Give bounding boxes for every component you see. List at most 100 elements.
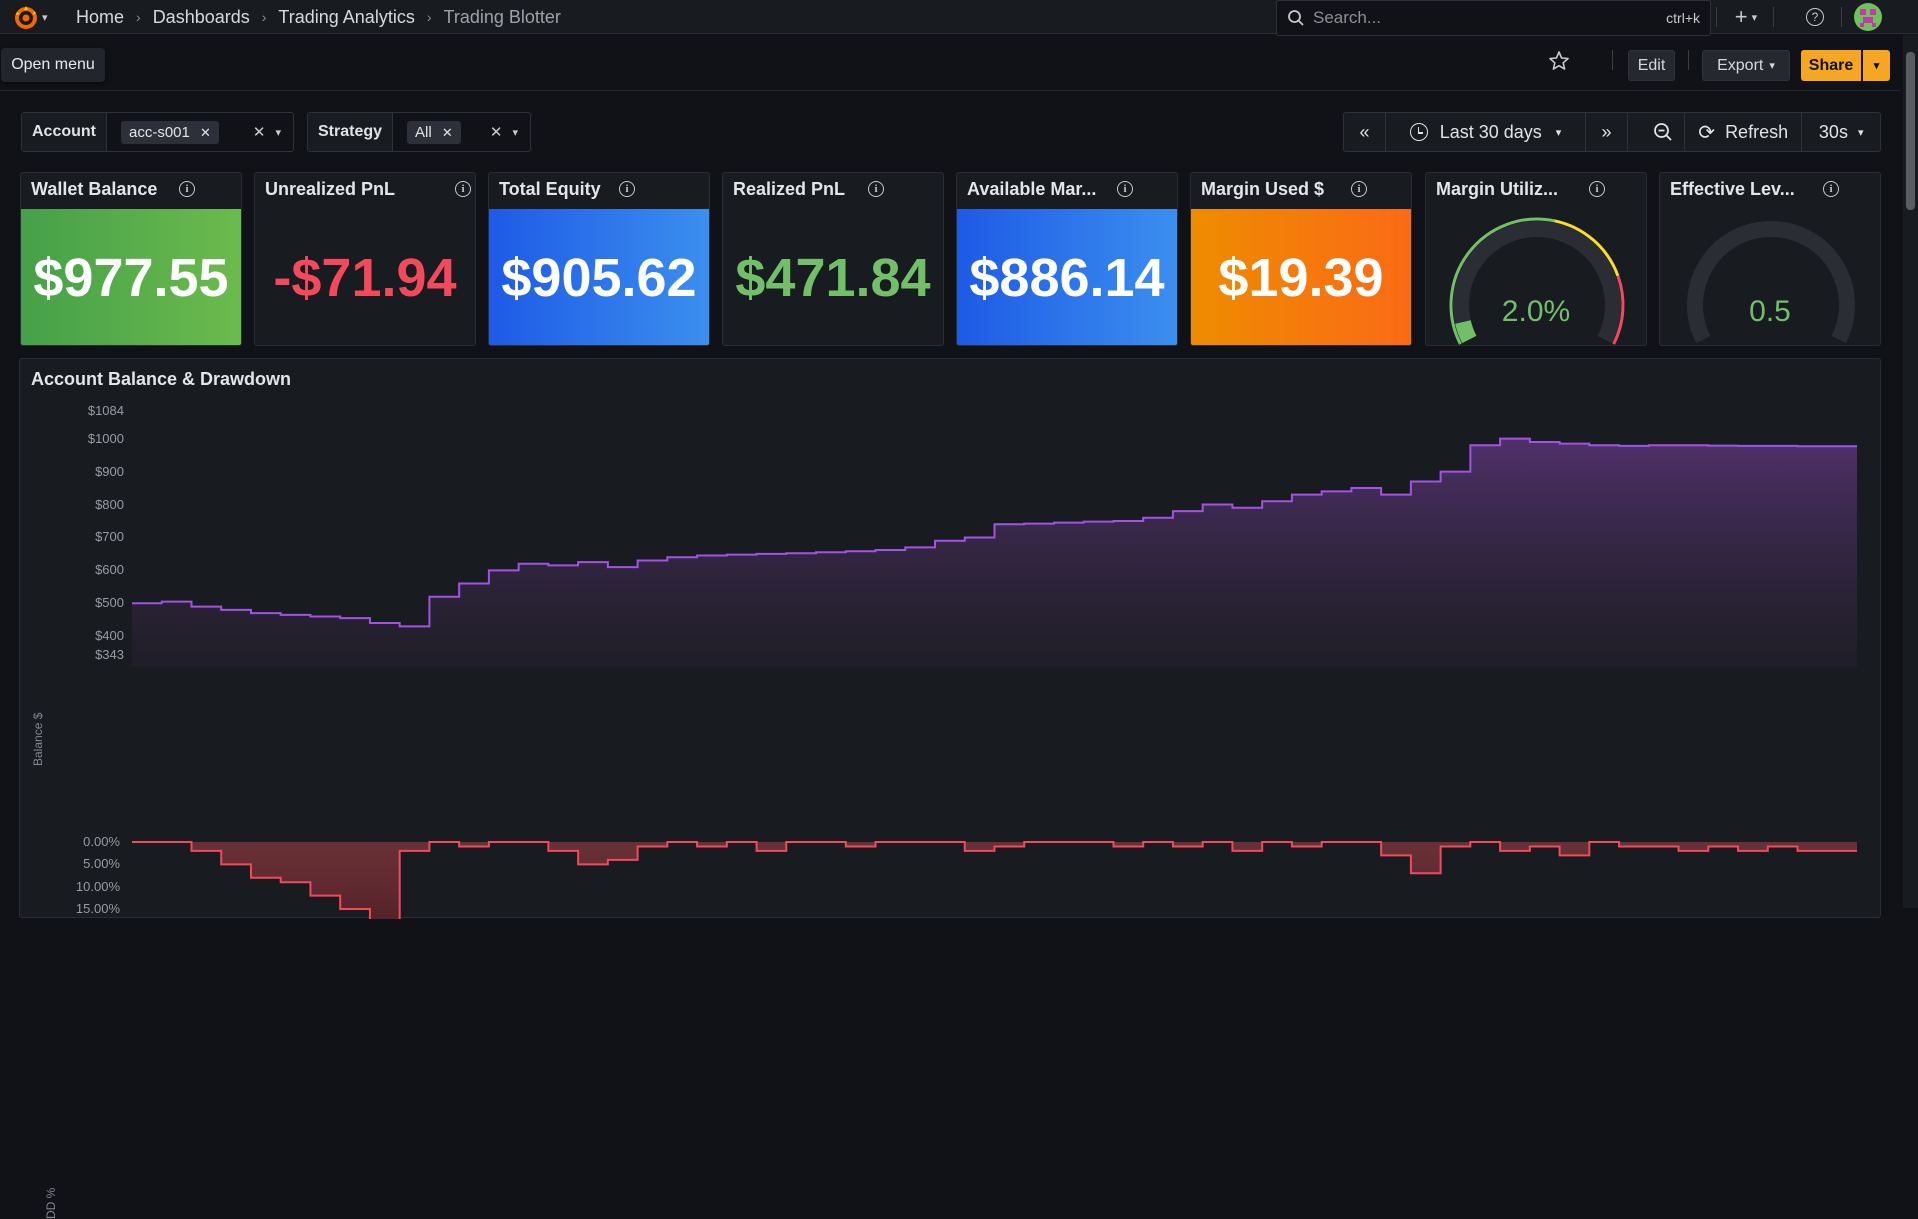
info-icon[interactable]: i	[1589, 181, 1605, 197]
search-placeholder: Search...	[1313, 8, 1382, 27]
avatar-icon	[1854, 3, 1882, 31]
info-icon[interactable]: i	[179, 181, 195, 197]
stat-panel[interactable]: Unrealized PnL i -$71.94	[254, 172, 476, 346]
stat-value: $977.55	[21, 209, 241, 345]
variable-chip[interactable]: All ✕	[407, 120, 461, 144]
y-tick-label: $343	[95, 647, 124, 662]
series-area	[132, 438, 1857, 667]
y-axis-title-dd: DD %	[44, 1187, 58, 1219]
y-tick-label: $900	[95, 463, 124, 479]
breadcrumb-home[interactable]: Home	[76, 6, 125, 27]
variable-chip[interactable]: acc-s001 ✕	[121, 120, 219, 144]
edit-button[interactable]: Edit	[1628, 50, 1675, 81]
help-button[interactable]: ?	[1804, 4, 1826, 30]
info-icon[interactable]: i	[868, 181, 884, 197]
divider	[1841, 7, 1842, 27]
info-icon[interactable]: i	[1117, 181, 1133, 197]
chip-label: All	[415, 123, 432, 141]
export-button[interactable]: Export ▾	[1702, 50, 1790, 81]
close-icon[interactable]: ✕	[200, 124, 211, 140]
panel-title: Available Mar...	[967, 179, 1097, 199]
panel-title: Margin Utiliz...	[1436, 179, 1559, 199]
breadcrumb: Home › Dashboards › Trading Analytics › …	[76, 0, 561, 34]
refresh-button[interactable]: ⟳ Refresh	[1685, 113, 1803, 151]
divider	[1773, 7, 1774, 27]
time-forward-button[interactable]: »	[1586, 113, 1628, 151]
breadcrumb-dashboards[interactable]: Dashboards	[152, 6, 250, 27]
divider	[1612, 50, 1613, 70]
y-tick-label: 0.00%	[83, 834, 120, 849]
divider	[1716, 7, 1717, 27]
y-tick-label: $500	[95, 595, 124, 611]
panel-title: Account Balance & Drawdown	[31, 369, 292, 389]
divider	[1688, 50, 1689, 70]
time-range-picker: « Last 30 days ▾ »	[1343, 112, 1699, 152]
top-navbar: ▾ Home › Dashboards › Trading Analytics …	[0, 0, 1918, 36]
scrollbar-thumb[interactable]	[1906, 52, 1915, 210]
stat-panel[interactable]: Realized PnL i $471.84	[722, 172, 944, 346]
new-button[interactable]: + ▾	[1728, 4, 1764, 30]
page-scrollbar[interactable]	[1903, 35, 1918, 908]
close-icon[interactable]: ✕	[441, 124, 453, 140]
chevron-right-icon: ›	[136, 9, 141, 25]
stat-panel[interactable]: Total Equity i $905.62	[488, 172, 710, 346]
chevron-down-icon: ▾	[1873, 60, 1880, 72]
time-range-label: Last 30 days	[1439, 121, 1542, 142]
gauge-panel-margin-utilization[interactable]: Margin Utiliz... i 2.0%	[1425, 172, 1647, 346]
info-icon[interactable]: i	[1823, 181, 1839, 197]
grafana-menu-button[interactable]: ▾	[12, 2, 56, 32]
gauge-threshold	[1612, 275, 1625, 345]
y-tick-label: $1084	[87, 403, 124, 418]
panel-title: Wallet Balance	[31, 179, 158, 199]
chevrons-left-icon: «	[1359, 121, 1370, 142]
search-input[interactable]: Search... ctrl+k	[1276, 0, 1711, 36]
time-back-button[interactable]: «	[1344, 113, 1386, 151]
stat-panel[interactable]: Margin Used $ i $19.39	[1190, 172, 1412, 346]
y-tick-label: $400	[95, 628, 124, 644]
refresh-icon: ⟳	[1698, 121, 1716, 144]
clear-icon[interactable]: ✕	[252, 124, 266, 141]
stat-value: $471.84	[723, 209, 943, 345]
time-range-button[interactable]: Last 30 days ▾	[1386, 113, 1586, 151]
series-area	[132, 842, 1857, 919]
info-icon[interactable]: i	[1351, 181, 1367, 197]
gauge-track	[1687, 221, 1855, 344]
share-dropdown-button[interactable]: ▾	[1863, 50, 1890, 81]
panel-title: Effective Lev...	[1670, 179, 1795, 199]
gauge-chart	[1687, 221, 1855, 344]
clock-icon	[1409, 123, 1428, 141]
stat-value: $19.39	[1191, 209, 1411, 345]
stat-panel[interactable]: Wallet Balance i $977.55	[20, 172, 242, 346]
breadcrumb-folder[interactable]: Trading Analytics	[278, 6, 415, 27]
stat-panel[interactable]: Available Mar... i $886.14	[956, 172, 1178, 346]
chevron-down-icon[interactable]: ▾	[275, 126, 281, 139]
series-line	[132, 841, 1857, 919]
chevron-right-icon: ›	[426, 9, 432, 25]
chevrons-right-icon: »	[1601, 121, 1612, 142]
variable-label: Account	[22, 113, 107, 151]
dashboard-toolbar: Edit Export ▾ Share ▾	[0, 35, 1900, 91]
account-balance-panel[interactable]: Account Balance & Drawdown $1084 $1000 $90…	[19, 358, 1881, 1219]
info-icon[interactable]: i	[619, 181, 635, 197]
clear-icon[interactable]: ✕	[489, 124, 503, 141]
y-tick-label: 10.00%	[75, 878, 120, 894]
y-tick-label: $1000	[87, 430, 124, 446]
chevron-down-icon: ▾	[1769, 60, 1775, 72]
gauge-panel-effective-leverage[interactable]: Effective Lev... i 0.5	[1659, 172, 1881, 346]
chip-label: acc-s001	[129, 123, 190, 141]
user-avatar[interactable]	[1854, 3, 1882, 31]
refresh-interval-label: 30s	[1818, 121, 1848, 142]
search-icon	[1288, 10, 1304, 26]
share-button[interactable]: Share	[1801, 50, 1861, 81]
y-tick-label: $700	[95, 529, 124, 545]
panel-title: Unrealized PnL	[265, 179, 396, 199]
variable-account: Account acc-s001 ✕ ✕ ▾	[21, 112, 294, 152]
refresh-interval-button[interactable]: 30s ▾	[1802, 113, 1880, 151]
variable-strategy: Strategy All ✕ ✕ ▾	[307, 112, 531, 152]
zoom-out-button[interactable]	[1628, 113, 1698, 151]
info-icon[interactable]: i	[455, 181, 471, 197]
star-button[interactable]	[1548, 50, 1570, 72]
chevron-down-icon[interactable]: ▾	[512, 126, 518, 139]
y-tick-label: $800	[95, 496, 124, 512]
breadcrumb-current: Trading Blotter	[443, 6, 561, 27]
